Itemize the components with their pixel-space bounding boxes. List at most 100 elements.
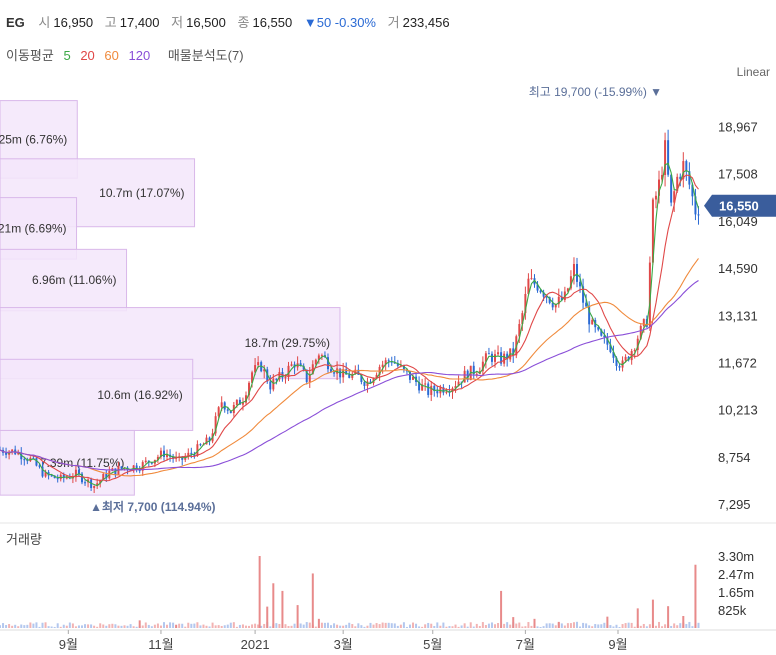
volume-bar <box>59 626 62 628</box>
candle-body <box>208 437 211 442</box>
volume-spike-bar <box>258 556 261 628</box>
candle-body <box>220 402 223 408</box>
candle-body <box>305 369 308 382</box>
candle-body <box>44 472 47 477</box>
candle-body <box>330 369 333 373</box>
volume-bar <box>509 624 512 628</box>
volume-bar <box>439 625 442 628</box>
candle-body <box>654 195 657 200</box>
candle-body <box>120 466 123 469</box>
volume-spike-bar <box>272 583 275 628</box>
candle-body <box>682 161 685 179</box>
volume-bar <box>451 626 454 628</box>
volume-bar <box>375 623 378 628</box>
candle-body <box>679 176 682 179</box>
x-tick-label: 11월 <box>148 637 173 652</box>
candle-body <box>381 364 384 367</box>
volume-spike-bar <box>266 606 269 628</box>
volume-bar <box>169 622 172 628</box>
candle-body <box>512 348 515 356</box>
volume-bar <box>336 624 339 628</box>
x-tick-label: 3월 <box>334 637 353 652</box>
volume-profile-label: 18.7m (29.75%) <box>245 336 330 350</box>
volume-bar <box>17 626 20 628</box>
ma120-label[interactable]: 120 <box>128 48 151 63</box>
candle-body <box>673 191 676 203</box>
volume-bar <box>661 626 664 628</box>
volume-bar <box>105 625 108 628</box>
candle-body <box>196 444 199 457</box>
candle-body <box>278 372 281 380</box>
volume-bar <box>436 622 439 628</box>
volume-profile-label: 4.25m (6.76%) <box>0 132 67 146</box>
high-value: 17,400 <box>119 15 160 30</box>
candle-body <box>384 360 387 365</box>
price-tick-label: 13,131 <box>718 308 758 323</box>
volume-profile-label: 4.21m (6.69%) <box>0 221 67 235</box>
candle-body <box>548 297 551 303</box>
volume-bar <box>226 624 229 628</box>
candle-body <box>460 381 463 383</box>
volume-bar <box>293 623 296 628</box>
volume-bar <box>490 622 493 628</box>
candle-body <box>615 357 618 366</box>
candle-body <box>38 465 41 467</box>
volume-bar <box>333 623 336 628</box>
volume-bar <box>339 625 342 628</box>
volume-bar <box>676 625 679 628</box>
volume-bar <box>190 623 193 628</box>
volume-bar <box>68 622 71 628</box>
candle-body <box>566 288 569 292</box>
candle-body <box>463 370 466 383</box>
volume-bar <box>320 622 323 628</box>
candle-body <box>530 278 533 280</box>
volume-bar <box>53 626 56 628</box>
volume-spike-bar <box>667 606 670 628</box>
volume-spike-bar <box>175 624 178 628</box>
low-value: 16,500 <box>186 15 226 30</box>
volume-bar <box>360 625 363 628</box>
volume-pane-title: 거래량 <box>6 532 42 547</box>
volume-bar <box>527 622 530 628</box>
candle-body <box>132 465 135 471</box>
candle-body <box>582 286 585 303</box>
volume-bar <box>181 623 184 628</box>
candle-body <box>266 369 269 382</box>
ma60-label[interactable]: 60 <box>104 48 119 63</box>
scale-mode-toggle[interactable]: Linear <box>736 65 770 79</box>
volume-bar <box>35 622 38 628</box>
candle-body <box>606 337 609 345</box>
volume-bar <box>597 624 600 628</box>
ma5-label[interactable]: 5 <box>63 48 71 63</box>
candle-body <box>424 383 427 385</box>
volume-bar <box>572 622 575 628</box>
volume-bar <box>460 625 463 628</box>
candle-body <box>609 344 612 352</box>
candle-body <box>597 327 600 330</box>
ma-legend-title[interactable]: 이동평균 <box>6 48 54 63</box>
candle-body <box>648 262 651 327</box>
volume-profile-bar <box>0 429 135 496</box>
x-tick-label: 2021 <box>241 637 270 652</box>
candle-body <box>445 391 448 393</box>
candle-body <box>241 402 244 405</box>
volume-bar <box>153 624 156 628</box>
volume-bar <box>330 625 333 628</box>
candle-body <box>418 381 421 391</box>
low-label: 저 <box>171 15 184 30</box>
volume-bar <box>421 626 424 628</box>
volume-bar <box>345 624 348 628</box>
candle-body <box>421 384 424 391</box>
ma20-label[interactable]: 20 <box>80 48 95 63</box>
volume-bar <box>159 625 162 628</box>
candle-body <box>244 395 247 403</box>
candle-body <box>551 302 554 308</box>
volume-bar <box>405 626 408 628</box>
volume-profile-label[interactable]: 매물분석도(7) <box>167 48 244 63</box>
low-annotation: ▲최저 7,700 (114.94%) <box>90 499 215 514</box>
volume-bar <box>576 621 579 628</box>
volume-bar <box>205 625 208 628</box>
volume-bar <box>612 626 615 628</box>
volume-bar <box>77 625 80 628</box>
